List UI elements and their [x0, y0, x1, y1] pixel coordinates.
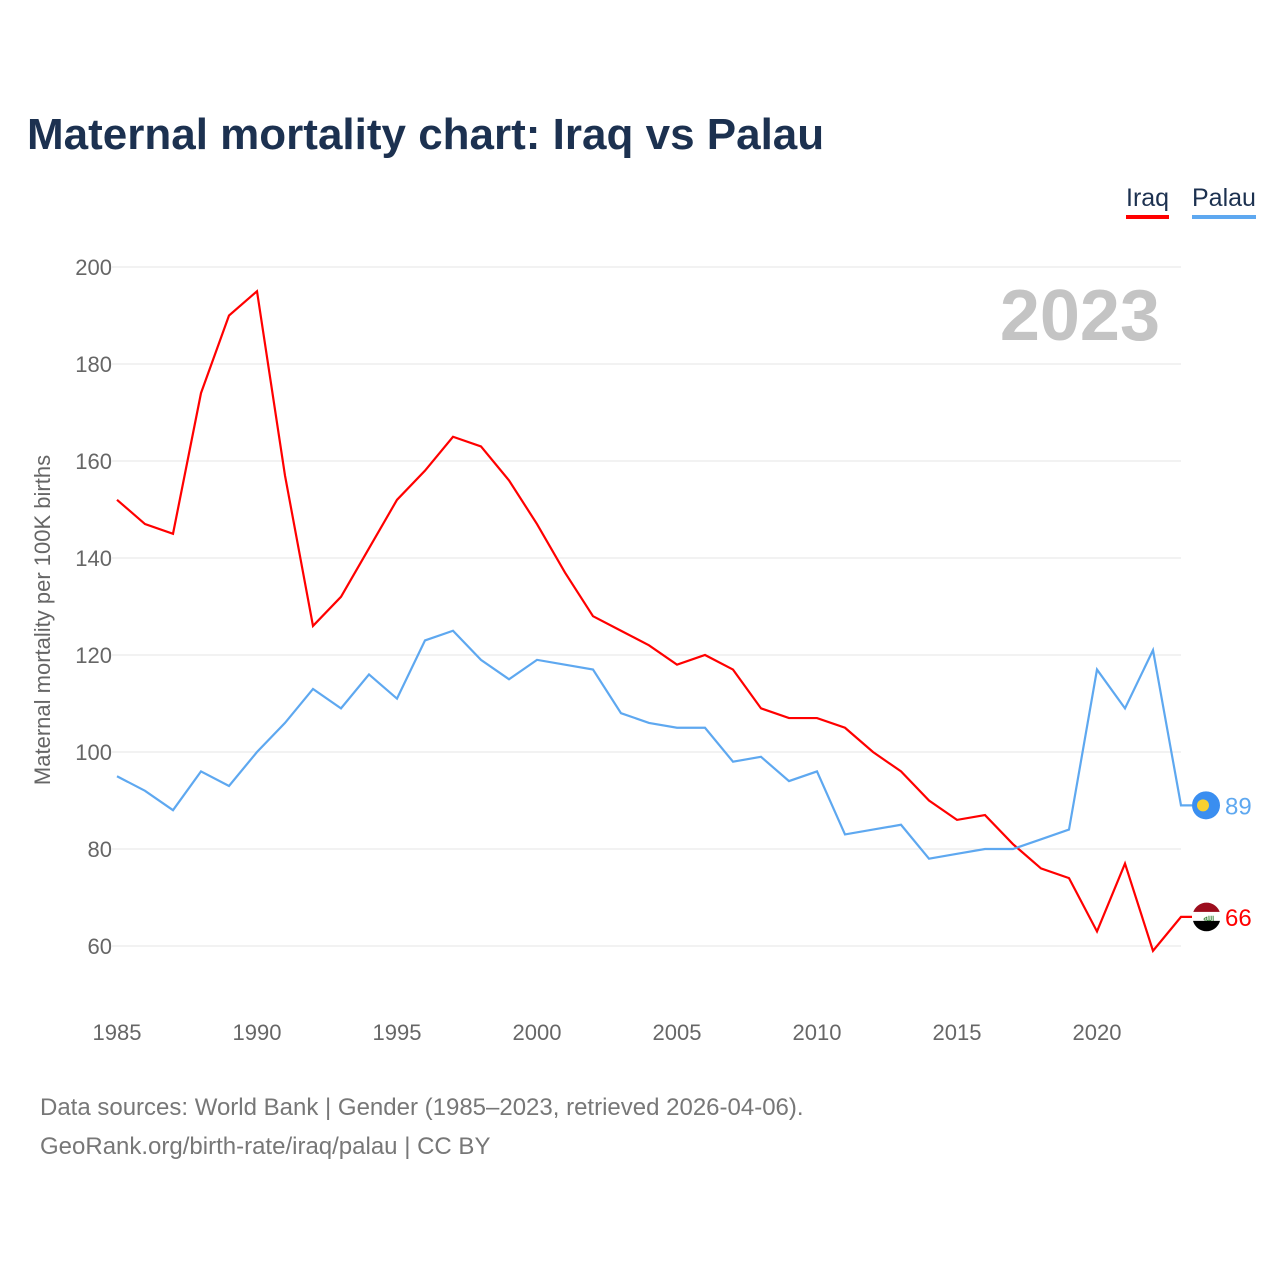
iraq-flag-black — [1193, 920, 1220, 932]
y-tick-label: 100 — [75, 740, 112, 765]
source-line-1: Data sources: World Bank | Gender (1985–… — [40, 1094, 804, 1121]
end-value-label: 66 — [1225, 905, 1252, 932]
x-tick-label: 1990 — [233, 1020, 282, 1045]
chart-title: Maternal mortality chart: Iraq vs Palau — [27, 110, 825, 159]
y-tick-label: 120 — [75, 643, 112, 668]
y-tick-label: 140 — [75, 546, 112, 571]
series-line-palau — [116, 629, 1192, 860]
year-watermark: 2023 — [1000, 276, 1160, 356]
iraq-flag-icon — [1193, 902, 1220, 913]
iraq-flag-white — [1192, 911, 1220, 922]
legend-palau[interactable]: Palau — [1192, 184, 1256, 219]
y-tick-label: 60 — [88, 934, 112, 959]
series-line-iraq — [116, 289, 1192, 954]
source-note: Data sources: World Bank | Gender (1985–… — [40, 1088, 804, 1166]
y-tick-label: 180 — [75, 352, 112, 377]
end-value-label: 89 — [1225, 793, 1252, 820]
x-tick-label: 2020 — [1073, 1020, 1122, 1045]
x-tick-label: 2000 — [513, 1020, 562, 1045]
y-tick-label: 80 — [88, 837, 112, 862]
y-axis-label: Maternal mortality per 100K births — [30, 455, 55, 785]
y-tick-label: 200 — [75, 255, 112, 280]
x-tick-label: 2010 — [793, 1020, 842, 1045]
source-line-2[interactable]: GeoRank.org/birth-rate/iraq/palau | CC B… — [40, 1133, 491, 1160]
legend-iraq[interactable]: Iraq — [1126, 184, 1170, 219]
x-tick-label: 2015 — [933, 1020, 982, 1045]
x-tick-label: 2005 — [653, 1020, 702, 1045]
y-tick-label: 160 — [75, 449, 112, 474]
x-tick-label: 1995 — [373, 1020, 422, 1045]
x-tick-label: 1985 — [93, 1020, 142, 1045]
palau-flag-moon — [1197, 799, 1209, 812]
